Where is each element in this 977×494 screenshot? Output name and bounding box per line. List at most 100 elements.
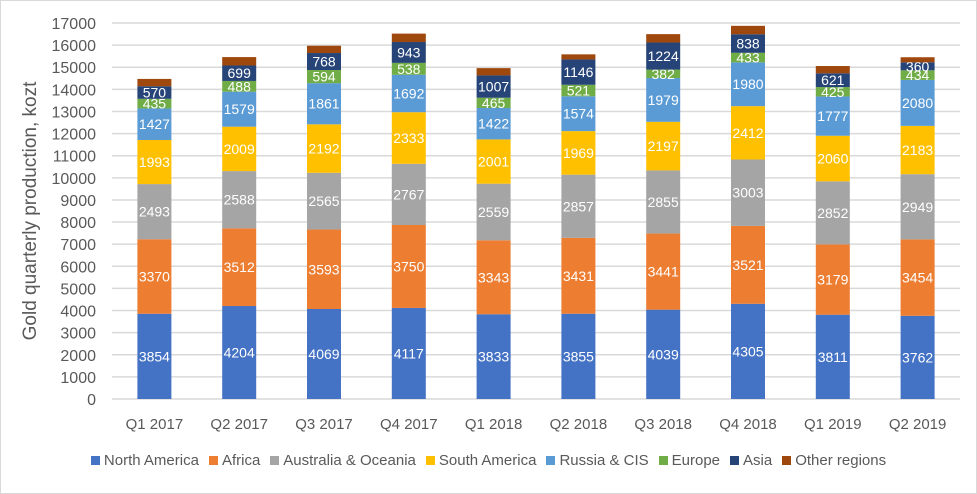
y-tick-label: 12000 xyxy=(52,127,97,144)
legend-label: Europe xyxy=(671,452,721,469)
data-label: 3854 xyxy=(139,348,170,364)
bar-segment xyxy=(391,74,426,113)
x-tick-labels: Q1 2017 Q2 2017 Q3 2017 Q4 2017 Q1 2018 Q2 20… xyxy=(126,416,947,433)
bar-segment xyxy=(646,121,681,171)
data-label: 838 xyxy=(736,36,760,52)
bar-segment xyxy=(391,307,426,399)
legend-swatch xyxy=(658,456,668,465)
y-tick-label: 3000 xyxy=(60,326,96,343)
data-label: 538 xyxy=(397,61,421,77)
data-label: 3431 xyxy=(563,268,594,284)
bar-segment xyxy=(222,91,257,127)
bar-segment xyxy=(900,79,935,126)
y-tick-label: 0 xyxy=(87,392,96,409)
data-label: 3750 xyxy=(393,258,424,274)
bar-segment xyxy=(476,240,511,315)
data-label: 1777 xyxy=(817,108,848,124)
data-label: 2197 xyxy=(648,138,679,154)
data-label: 3454 xyxy=(902,270,933,286)
bar-segment xyxy=(646,233,681,310)
data-label: 1224 xyxy=(648,48,679,64)
data-label: 1692 xyxy=(393,85,424,101)
data-label: 3179 xyxy=(817,272,848,288)
data-label: 2183 xyxy=(902,142,933,158)
data-label: 425 xyxy=(821,84,845,100)
y-tick-label: 15000 xyxy=(52,60,97,77)
y-tick-label: 16000 xyxy=(52,38,97,55)
bar-segment xyxy=(815,66,850,74)
data-label: 3833 xyxy=(478,349,509,365)
bar-segment xyxy=(815,135,850,182)
bar-segment xyxy=(307,45,341,54)
bar-segment xyxy=(476,139,511,184)
bar-segment xyxy=(222,306,257,399)
data-label: 2493 xyxy=(139,204,170,220)
legend-item: Australia & Oceania xyxy=(270,452,416,469)
legend-item: Russia & CIS xyxy=(546,452,649,469)
bar-segment xyxy=(137,86,172,99)
bar-segment xyxy=(731,303,765,399)
y-tick-label: 6000 xyxy=(60,259,96,276)
data-label: 1007 xyxy=(478,79,509,95)
bar-segment xyxy=(646,69,681,79)
data-label: 3593 xyxy=(308,261,339,277)
bar-segment xyxy=(900,315,935,399)
bar-segment xyxy=(900,62,935,71)
data-label: 3370 xyxy=(139,268,170,284)
data-label: 521 xyxy=(567,83,591,99)
data-label: 2855 xyxy=(648,194,679,210)
x-tick-label: Q2 2017 xyxy=(210,416,268,433)
bar-segment xyxy=(815,96,850,136)
bar-segment xyxy=(307,70,341,84)
data-label: 435 xyxy=(143,96,167,112)
data-label: 1579 xyxy=(224,101,255,117)
bar-segment xyxy=(731,159,765,226)
legend: North America Africa Australia & Oceania So… xyxy=(0,452,977,469)
bar-segment xyxy=(646,170,681,234)
data-label: 768 xyxy=(312,54,336,70)
bar-segment xyxy=(900,70,935,80)
bar-segment xyxy=(476,183,511,241)
bar-segment xyxy=(815,314,850,399)
legend-swatch xyxy=(90,456,100,465)
bar-segment xyxy=(307,83,341,125)
data-label: 1861 xyxy=(308,96,339,112)
bar-segment xyxy=(561,237,596,314)
bar-segment xyxy=(476,107,511,140)
y-tick-label: 17000 xyxy=(52,16,97,33)
legend-label: Russia & CIS xyxy=(559,452,649,469)
bar-segment xyxy=(222,228,257,307)
bar-segment xyxy=(137,108,172,141)
bar-segment xyxy=(222,126,257,172)
legend-swatch xyxy=(425,456,435,465)
x-tick-label: Q1 2018 xyxy=(465,416,523,433)
bar-segment xyxy=(646,309,681,399)
bar-segment xyxy=(222,80,257,92)
x-tick-label: Q2 2018 xyxy=(550,416,608,433)
bar-segment xyxy=(476,314,511,399)
data-label: 699 xyxy=(228,65,252,81)
legend-label: Other regions xyxy=(795,452,887,469)
bar-segment xyxy=(646,42,681,70)
data-label: 1422 xyxy=(478,116,509,132)
x-tick-label: Q4 2017 xyxy=(380,416,438,433)
y-tick-label: 4000 xyxy=(60,304,96,321)
data-label: 2412 xyxy=(732,125,763,141)
bar-segment xyxy=(307,124,341,173)
legend-item: North America xyxy=(90,452,199,469)
y-tick-label: 5000 xyxy=(60,281,96,298)
bar-segment xyxy=(561,131,596,175)
data-label: 943 xyxy=(397,44,421,60)
bar-segment xyxy=(222,65,257,81)
data-label: 434 xyxy=(906,67,930,83)
y-tick-label: 8000 xyxy=(60,215,96,232)
x-tick-label: Q3 2018 xyxy=(634,416,692,433)
bar-segment xyxy=(561,174,596,238)
bar-segment xyxy=(137,98,172,109)
data-label: 2852 xyxy=(817,205,848,221)
legend-label: North America xyxy=(103,452,199,469)
data-label: 3811 xyxy=(818,349,848,365)
bar-segment xyxy=(391,62,426,75)
bar-segment xyxy=(815,181,850,245)
